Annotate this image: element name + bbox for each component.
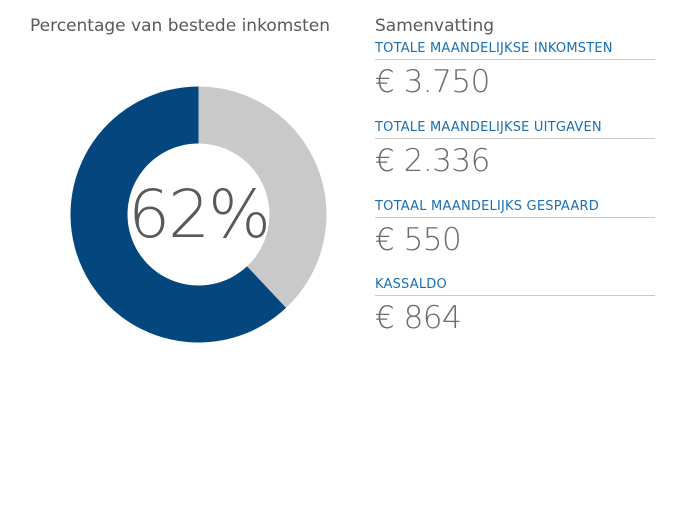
metric-label: TOTALE MAANDELIJKSE INKOMSTEN [375, 41, 613, 56]
donut-chart: 62% [70, 86, 327, 343]
metric-value: € 864 [375, 300, 462, 336]
chart-title: Percentage van bestede inkomsten [30, 16, 331, 36]
metric-label: TOTALE MAANDELIJKSE UITGAVEN [375, 120, 602, 135]
donut-slice-0 [70, 86, 287, 343]
metric-total-saved: TOTAAL MAANDELIJKS GESPAARD € 550 [375, 199, 655, 258]
donut-chart-svg [70, 86, 327, 343]
donut-slice-1 [198, 86, 327, 308]
metric-value: € 2.336 [375, 143, 490, 179]
metric-total-income: TOTALE MAANDELIJKSE INKOMSTEN € 3.750 [375, 41, 655, 100]
divider [375, 295, 655, 296]
metric-cash-balance: KASSALDO € 864 [375, 277, 655, 336]
donut-center-label: 62% [128, 176, 271, 253]
metric-value: € 550 [375, 222, 462, 258]
metric-total-expenses: TOTALE MAANDELIJKSE UITGAVEN € 2.336 [375, 120, 655, 179]
divider [375, 217, 655, 218]
metric-label: KASSALDO [375, 277, 447, 292]
divider [375, 59, 655, 60]
divider [375, 138, 655, 139]
metric-label: TOTAAL MAANDELIJKS GESPAARD [375, 199, 599, 214]
metric-value: € 3.750 [375, 64, 490, 100]
summary-title: Samenvatting [375, 16, 495, 36]
